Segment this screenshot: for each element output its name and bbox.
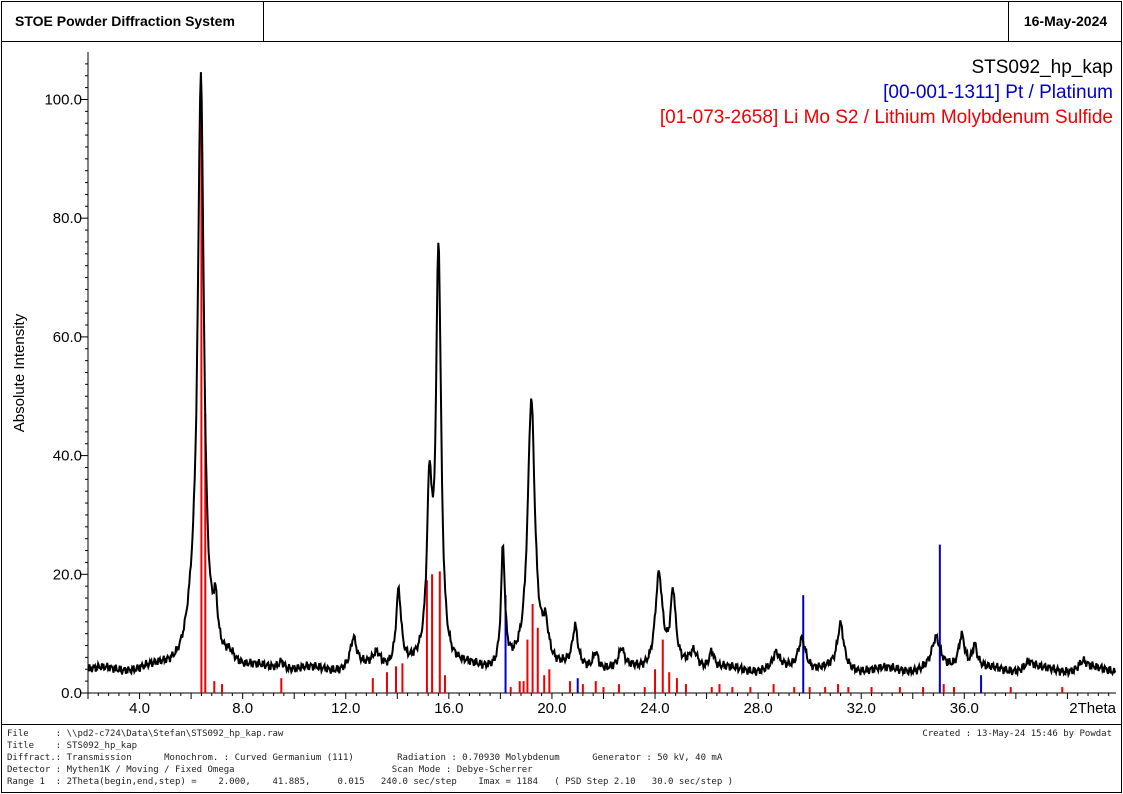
x-tick-label: 32.0 xyxy=(847,700,876,717)
header-bar: STOE Powder Diffraction System 16-May-20… xyxy=(1,1,1122,42)
x-tick-label: 16.0 xyxy=(434,700,463,717)
x-axis-label: 2Theta xyxy=(1069,700,1116,717)
diffraction-chart: 0.0 20.0 40.0 60.0 80.0 100.0 4.0 8.0 12.0 16.0 2… xyxy=(11,52,1117,717)
footer-title-line: Title : STS092_hp_kap xyxy=(7,741,138,751)
y-tick-label: 80.0 xyxy=(53,210,82,227)
y-tick-label: 20.0 xyxy=(53,566,82,583)
footer-detector-line: Detector : Mythen1K / Moving / Fixed Ome… xyxy=(7,765,533,775)
x-tick-label: 20.0 xyxy=(537,700,566,717)
scan-info-footer: File : \\pd2-c724\Data\Stefan\STS092_hp_… xyxy=(1,724,1122,793)
y-axis-label: Absolute Intensity xyxy=(11,313,28,432)
y-tick-label: 0.0 xyxy=(61,685,82,702)
y-tick-label: 60.0 xyxy=(53,329,82,346)
x-tick-label: 28.0 xyxy=(744,700,773,717)
x-tick-label: 36.0 xyxy=(950,700,979,717)
footer-range-line: Range 1 : 2Theta(begin,end,step) = 2.000… xyxy=(7,777,734,787)
footer-file-line: File : \\pd2-c724\Data\Stefan\STS092_hp_… xyxy=(7,729,284,739)
legend-sample: STS092_hp_kap xyxy=(971,57,1113,78)
x-tick-label: 8.0 xyxy=(232,700,253,717)
y-tick-label: 40.0 xyxy=(53,448,82,465)
x-axis: 4.0 8.0 12.0 16.0 20.0 24.0 28.0 32.0 36.0 xyxy=(87,692,1116,717)
reference-sticks xyxy=(200,99,1064,693)
report-date: 16-May-2024 xyxy=(1008,1,1122,41)
legend-li-ref: [01-073-2658] Li Mo S2 / Lithium Molybde… xyxy=(659,107,1113,128)
y-axis: 0.0 20.0 40.0 60.0 80.0 100.0 xyxy=(44,52,89,702)
app-title: STOE Powder Diffraction System xyxy=(1,1,264,41)
legend-pt-ref: [00-001-1311] Pt / Platinum xyxy=(883,82,1113,103)
chart-legend: STS092_hp_kap [00-001-1311] Pt / Platinu… xyxy=(660,55,1113,130)
footer-diffract-line: Diffract.: Transmission Monochrom. : Cur… xyxy=(7,753,723,763)
footer-created: Created : 13-May-24 15:46 by Powdat xyxy=(922,729,1112,739)
x-tick-label: 4.0 xyxy=(129,700,150,717)
x-tick-label: 12.0 xyxy=(331,700,360,717)
pattern-line-sts092 xyxy=(87,72,1117,679)
y-tick-label: 100.0 xyxy=(44,91,82,108)
x-tick-label: 24.0 xyxy=(640,700,669,717)
